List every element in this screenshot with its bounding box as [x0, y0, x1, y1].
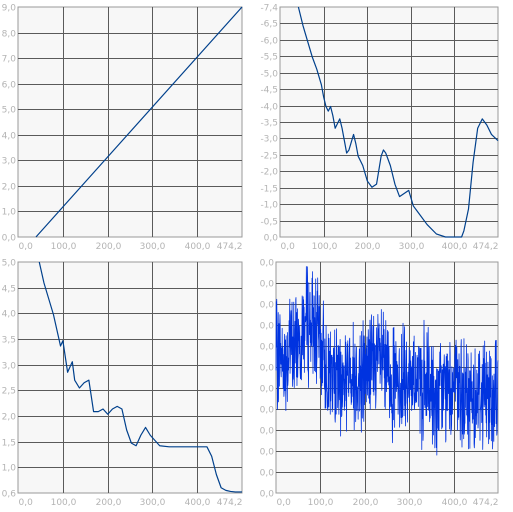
y-tick-label: -2,0	[260, 168, 278, 178]
x-tick-label: 400,0	[185, 242, 211, 252]
y-tick-label: 2,0	[2, 413, 17, 423]
x-tick-label: 100,0	[51, 498, 77, 508]
y-tick-label: 2,5	[2, 387, 16, 397]
x-tick-label: 0,0	[19, 242, 34, 252]
y-tick-label: -4,0	[260, 103, 278, 113]
x-tick-label: 300,0	[140, 242, 166, 252]
plot-area	[275, 261, 499, 494]
series-line	[297, 6, 499, 238]
series-line	[38, 261, 242, 493]
x-tick-label: 474,2	[217, 498, 243, 508]
x-tick-label: 474,2	[473, 242, 499, 252]
x-tick-label: 400,0	[442, 498, 468, 508]
y-tick-label: -5,5	[260, 53, 278, 63]
y-tick-label: 4,0	[2, 132, 17, 142]
x-tick-label: 300,0	[397, 498, 423, 508]
chart-bottom-left: 0,0 100,0 200,0 300,0 400,0 474,2 5,0 4,5 4,0 3,5…	[2, 259, 243, 508]
x-tick-label: 0,0	[281, 242, 296, 252]
chart-top-left: 0,0 100,0 200,0 300,0 400,0 474,2 0,0 1,0 2,0 3,0…	[2, 4, 243, 252]
y-tick-label: 7,0	[2, 55, 17, 65]
x-tick-label: 300,0	[140, 498, 166, 508]
y-tick-label: -4,5	[260, 86, 278, 96]
plot-area	[17, 261, 243, 494]
x-tick-label: 200,0	[353, 498, 379, 508]
x-tick-label: 0,0	[277, 498, 292, 508]
y-tick-label: 3,0	[2, 157, 17, 167]
y-tick-label: 0,0	[264, 234, 279, 244]
chart-bottom-right: 0,0 100,0 200,0 300,0 400,0 474,20,00,00,00,0…	[260, 259, 499, 508]
y-tick-label: -5,0	[260, 70, 278, 80]
x-tick-label: 200,0	[355, 242, 381, 252]
y-tick-label: 9,0	[2, 4, 17, 14]
y-tick-label: 0,0	[260, 427, 275, 437]
y-tick-label: 0,0	[260, 322, 275, 332]
series-line	[275, 266, 499, 456]
y-tick-label: 0,0	[260, 343, 275, 353]
x-tick-label: 474,2	[217, 242, 243, 252]
y-tick-label: 0,0	[260, 448, 275, 458]
y-tick-label: -0,5	[260, 218, 278, 228]
x-tick-label: 200,0	[96, 498, 122, 508]
x-tick-label: 100,0	[308, 498, 334, 508]
plot-area	[17, 6, 243, 238]
y-tick-label: 1,5	[2, 439, 16, 449]
y-tick-label: -1,0	[260, 201, 278, 211]
x-tick-label: 474,2	[473, 498, 499, 508]
y-tick-label: 2,0	[2, 183, 17, 193]
y-tick-label: 3,0	[2, 362, 17, 372]
x-tick-label: 300,0	[399, 242, 425, 252]
y-tick-label: 3,5	[2, 336, 16, 346]
y-tick-label: 4,5	[2, 285, 16, 295]
y-tick-label: -3,5	[260, 119, 278, 129]
y-tick-label: 1,0	[2, 208, 17, 218]
x-tick-label: 100,0	[51, 242, 77, 252]
y-tick-label: 0,0	[260, 364, 275, 374]
y-tick-label: 1,0	[2, 464, 17, 474]
y-tick-label: 0,0	[2, 234, 17, 244]
y-tick-label: 0,0	[260, 469, 275, 479]
y-tick-label: 5,0	[2, 106, 17, 116]
x-tick-label: 0,0	[19, 498, 34, 508]
y-tick-label: 0,0	[260, 385, 275, 395]
x-tick-label: 400,0	[185, 498, 211, 508]
y-tick-label: 0,0	[260, 490, 275, 500]
chart-top-right: 0,0 100,0 200,0 300,0 400,0 474,2 0,0 -0,5 -1,0 -…	[260, 4, 499, 252]
y-tick-label: 0,0	[260, 259, 275, 269]
y-tick-label: 0,0	[260, 280, 275, 290]
y-tick-label: 0,6	[2, 490, 17, 500]
x-tick-label: 400,0	[442, 242, 468, 252]
y-tick-label: 4,0	[2, 310, 17, 320]
y-tick-label: -6,5	[260, 20, 278, 30]
y-tick-label: 8,0	[2, 30, 17, 40]
x-tick-label: 100,0	[312, 242, 338, 252]
y-tick-label: -2,5	[260, 152, 278, 162]
y-tick-label: -1,5	[260, 185, 278, 195]
y-tick-label: -3,0	[260, 135, 278, 145]
y-tick-label: -6,0	[260, 37, 278, 47]
y-tick-label: 6,0	[2, 81, 17, 91]
y-tick-label: 0,0	[260, 406, 275, 416]
x-tick-label: 200,0	[96, 242, 122, 252]
y-tick-label: 0,0	[260, 301, 275, 311]
series-line	[35, 6, 243, 238]
y-tick-label: -7,4	[260, 4, 278, 14]
y-tick-label: 5,0	[2, 259, 17, 269]
